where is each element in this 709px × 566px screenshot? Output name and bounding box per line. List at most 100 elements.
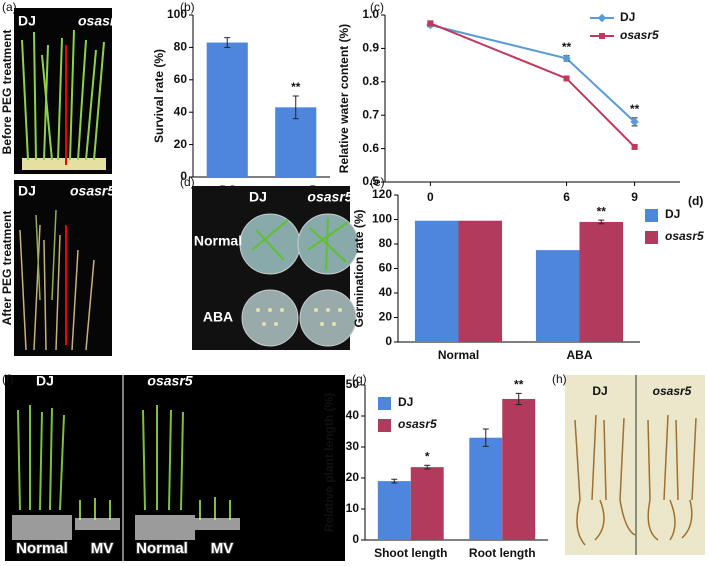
photo-h: DJ osasr5 — [565, 375, 705, 555]
y-tick-label: 1.0 — [362, 7, 379, 21]
column-label: osasr5 — [307, 189, 352, 205]
photo-label: osasr5 — [653, 384, 692, 398]
y-axis-title: Relative plant length (%) — [322, 393, 336, 532]
y-tick-label: 10 — [346, 501, 360, 515]
bar — [414, 220, 459, 342]
panel-label: (a) — [2, 0, 17, 14]
condition-label: Normal — [136, 540, 188, 557]
bar — [206, 42, 248, 177]
y-tick-label: 0.8 — [362, 74, 379, 88]
bar — [458, 220, 503, 342]
point — [631, 143, 638, 150]
panel-label: (h) — [552, 372, 567, 386]
y-tick-label: 120 — [372, 187, 392, 201]
legend-label: DJ — [620, 10, 635, 24]
legend-label: DJ — [665, 207, 680, 221]
x-tick-label: ABA — [567, 348, 593, 362]
legend-swatch — [378, 419, 391, 432]
x-tick-label: 9 — [631, 190, 638, 204]
x-tick-label: Shoot length — [374, 546, 447, 560]
panel-label: (e) — [370, 175, 385, 189]
condition-label: MV — [91, 540, 114, 557]
column-label: DJ — [249, 189, 267, 205]
y-tick-label: 20 — [379, 310, 393, 324]
row-label: Normal — [194, 233, 242, 249]
photo-f: DJ osasr5 Normal MV Normal MV — [5, 373, 345, 561]
y-tick-label: 0.7 — [362, 107, 379, 121]
y-tick-label: 0.9 — [362, 41, 379, 55]
y-tick-label: 20 — [346, 470, 360, 484]
legend-swatch — [378, 397, 391, 410]
y-tick-label: 80 — [174, 40, 188, 54]
y-tick-label: 20 — [174, 137, 188, 151]
x-tick-label: Root length — [469, 546, 536, 560]
y-axis-title: Relative water content (%) — [337, 24, 351, 173]
photo-a-after: DJ osasr5 After PEG treatment — [0, 180, 115, 356]
x-tick-label: osasr5 — [276, 183, 315, 197]
y-tick-label: 40 — [346, 408, 360, 422]
x-tick-label: 0 — [427, 190, 434, 204]
photo-label: osasr5 — [70, 183, 115, 199]
y-tick-label: 100 — [372, 212, 392, 226]
bar — [535, 250, 580, 342]
annotation: ** — [291, 80, 301, 94]
y-tick-label: 30 — [346, 439, 360, 453]
x-tick-label: 6 — [563, 190, 570, 204]
condition-label: MV — [211, 540, 234, 557]
y-tick-label: 40 — [379, 285, 393, 299]
legend-label: osasr5 — [398, 417, 437, 431]
photo-caption: After PEG treatment — [0, 211, 14, 326]
y-tick-label: 40 — [174, 104, 188, 118]
annotation: ** — [630, 102, 640, 116]
line — [430, 24, 636, 123]
y-tick-label: 0 — [180, 169, 187, 183]
group-label: DJ — [36, 373, 54, 389]
x-axis-title: (d) — [688, 194, 703, 208]
line — [430, 22, 636, 148]
legend-label: osasr5 — [665, 229, 704, 243]
bar — [410, 467, 444, 540]
group-label: osasr5 — [147, 373, 192, 389]
legend-marker — [599, 33, 605, 39]
y-tick-label: 60 — [379, 261, 393, 275]
photo-label: DJ — [18, 183, 36, 199]
y-tick-label: 0 — [352, 532, 359, 546]
panel-label: (d) — [180, 175, 195, 189]
point — [563, 75, 570, 82]
point — [427, 20, 434, 27]
bar — [502, 398, 536, 540]
panel-label: (b) — [180, 0, 195, 14]
photo-caption: Before PEG treatment — [0, 30, 14, 155]
y-tick-label: 60 — [174, 72, 188, 86]
y-tick-label: 0.5 — [362, 174, 379, 188]
y-tick-label: 0 — [385, 334, 392, 348]
bar — [469, 437, 503, 540]
y-axis-title: Survival rate (%) — [152, 49, 166, 143]
panel-label: (g) — [352, 372, 367, 386]
panel-label: (c) — [370, 0, 384, 14]
y-tick-label: 100 — [167, 7, 187, 21]
bar — [579, 221, 624, 342]
photo-a-before: DJ osasr5 Before PEG treatment — [0, 8, 123, 174]
x-tick-label: DJ — [220, 183, 235, 197]
legend-marker — [597, 13, 607, 23]
photo-label: DJ — [592, 384, 607, 398]
row-label: ABA — [203, 309, 233, 325]
annotation: ** — [597, 204, 607, 218]
y-tick-label: 50 — [346, 377, 360, 391]
annotation: ** — [514, 378, 524, 392]
photo-d: DJ osasr5 Normal ABA — [192, 186, 359, 350]
annotation: * — [425, 449, 430, 463]
x-tick-label: Normal — [438, 348, 479, 362]
legend-swatch — [645, 209, 658, 222]
bar — [377, 481, 411, 540]
y-tick-label: 80 — [379, 236, 393, 250]
legend-label: DJ — [398, 395, 413, 409]
legend-swatch — [645, 231, 658, 244]
y-axis-title: Germination rate (%) — [352, 209, 366, 327]
photo-label: DJ — [18, 13, 36, 29]
condition-label: Normal — [16, 540, 68, 557]
y-tick-label: 0.6 — [362, 141, 379, 155]
panel-label: (f) — [2, 372, 13, 386]
